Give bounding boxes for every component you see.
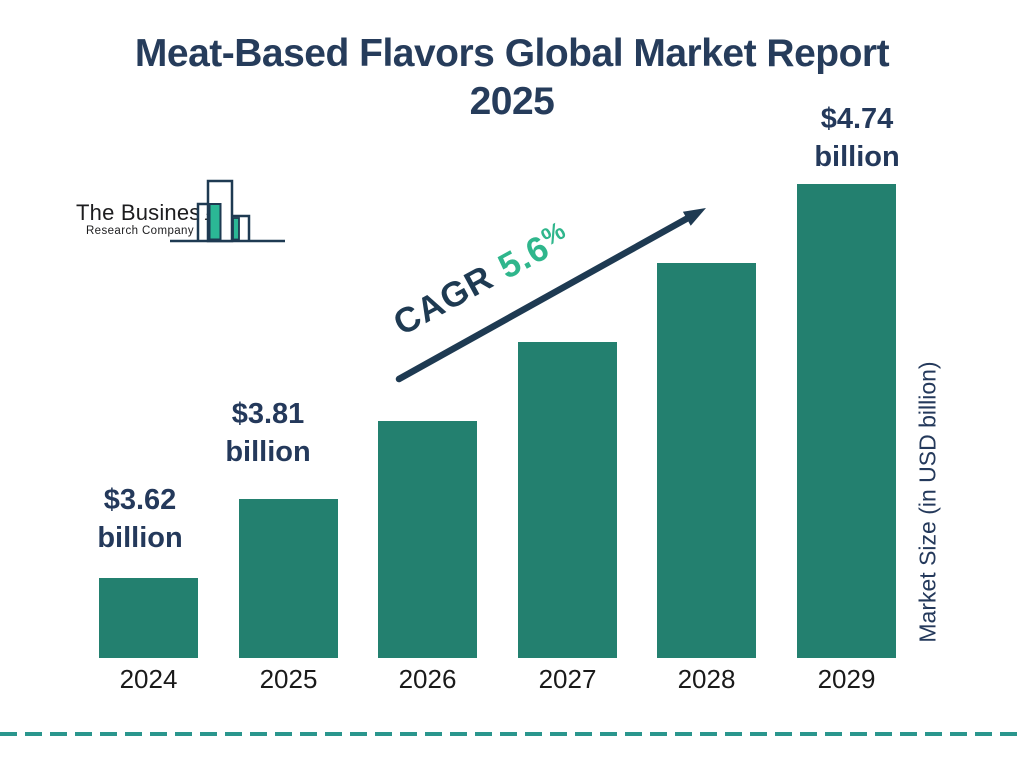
x-tick-2026: 2026: [398, 664, 457, 694]
bar-2024: [99, 578, 198, 658]
value-label-2024-unit: billion: [97, 522, 183, 554]
bottom-dashed-divider: [0, 732, 1024, 736]
logo-company-tagline: Research Company: [85, 225, 194, 237]
bar-2025: [239, 499, 338, 658]
x-tick-2027: 2027: [538, 664, 597, 694]
value-label-2029: $4.74 billion: [807, 100, 907, 176]
bar-2027: [518, 342, 617, 658]
y-axis-label: Market Size (in USD billion): [914, 361, 941, 643]
x-tick-2028: 2028: [677, 664, 736, 694]
value-label-2029-unit: billion: [814, 141, 900, 173]
value-label-2029-amount: $4.74: [820, 103, 894, 135]
value-label-2025-amount: $3.81: [231, 398, 305, 430]
bar-2026: [378, 421, 477, 658]
bar-2028: [657, 263, 756, 658]
x-tick-2025: 2025: [259, 664, 318, 694]
x-tick-2024: 2024: [119, 664, 178, 694]
x-tick-2029: 2029: [817, 664, 876, 694]
logo-company-name: The Business: [76, 200, 212, 225]
page-title: Meat-Based Flavors Global Market Report: [134, 32, 890, 75]
value-label-2025: $3.81 billion: [218, 395, 318, 471]
company-logo: The Business Research Company: [76, 200, 212, 238]
page-title-year: 2025: [469, 80, 555, 123]
bar-chart-logo-icon: [170, 179, 285, 243]
bar-2029: [797, 184, 896, 658]
value-label-2024: $3.62 billion: [90, 481, 190, 557]
value-label-2024-amount: $3.62: [103, 484, 177, 516]
growth-arrow: [395, 208, 706, 383]
value-label-2025-unit: billion: [225, 436, 311, 468]
